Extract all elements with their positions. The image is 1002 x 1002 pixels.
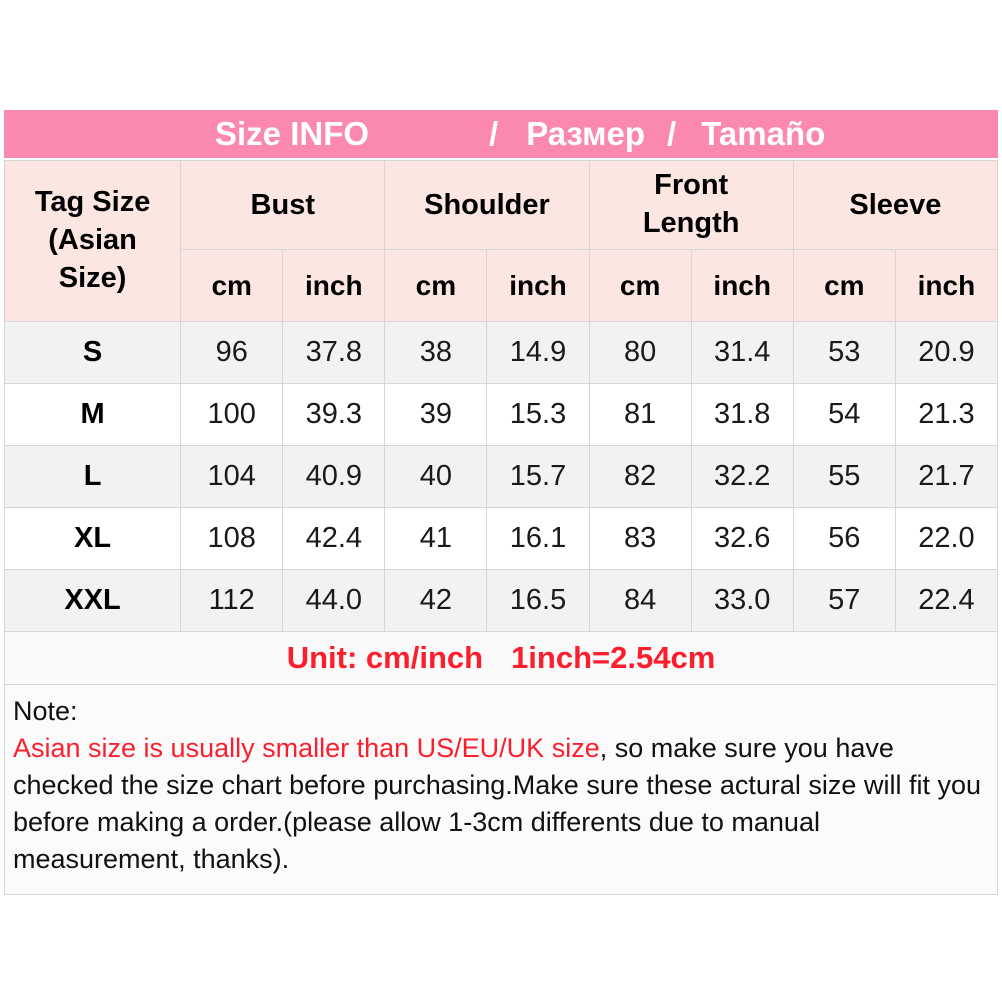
corner-header-text: Tag Size (Asian Size)	[34, 186, 151, 294]
cell-s-sleeve-inch: 20.9	[894, 321, 999, 384]
cell-xxl-length-inch: 33.0	[690, 569, 794, 632]
cell-xxl-sleeve-cm: 57	[792, 569, 896, 632]
cell-xxl-shoulder-cm: 42	[384, 569, 488, 632]
cell-m-bust-cm: 100	[180, 383, 284, 446]
cell-xl-sleeve-cm: 56	[792, 507, 896, 570]
cell-xl-shoulder-inch: 16.1	[486, 507, 590, 570]
unit-header-shoulder-inch: inch	[486, 249, 590, 322]
cell-xxl-length-cm: 84	[588, 569, 692, 632]
cell-m-length-inch: 31.8	[690, 383, 794, 446]
cell-s-shoulder-cm: 38	[384, 321, 488, 384]
cell-xxl-bust-inch: 44.0	[282, 569, 386, 632]
cell-s-bust-inch: 37.8	[282, 321, 386, 384]
size-row-s: S 96 37.8 38 14.9 80 31.4 53 20.9	[3, 321, 999, 384]
note-rest-text: , so make sure you have checked the size…	[13, 733, 981, 874]
size-chart-sheet: Size INFO / Размер / Tamaño Tag Size (As…	[3, 110, 999, 895]
group-header-bust: Bust	[180, 160, 386, 250]
title-bar: Size INFO / Размер / Tamaño	[4, 110, 998, 158]
cell-xl-bust-cm: 108	[180, 507, 284, 570]
cell-l-bust-cm: 104	[180, 445, 284, 508]
group-header-front-length-text: Front Length	[642, 169, 740, 239]
cell-s-shoulder-inch: 14.9	[486, 321, 590, 384]
cell-xxl-sleeve-inch: 22.4	[894, 569, 999, 632]
unit-header-bust-cm: cm	[180, 249, 284, 322]
group-header-shoulder: Shoulder	[384, 160, 590, 250]
unit-note-cell: Unit: cm/inch 1inch=2.54cm	[4, 631, 998, 685]
cell-l-length-cm: 82	[588, 445, 692, 508]
cell-m-shoulder-inch: 15.3	[486, 383, 590, 446]
cell-l-sleeve-cm: 55	[792, 445, 896, 508]
size-table: Tag Size (Asian Size) Bust Shoulder Fron…	[3, 160, 999, 685]
unit-header-length-cm: cm	[588, 249, 692, 322]
title-slash-1: /	[489, 115, 499, 152]
cell-xl-bust-inch: 42.4	[282, 507, 386, 570]
unit-header-shoulder-cm: cm	[384, 249, 488, 322]
cell-l-shoulder-cm: 40	[384, 445, 488, 508]
size-row-xxl: XXL 112 44.0 42 16.5 84 33.0 57 22.4	[3, 569, 999, 632]
cell-xxl-bust-cm: 112	[180, 569, 284, 632]
size-row-m: M 100 39.3 39 15.3 81 31.8 54 21.3	[3, 383, 999, 446]
note-red-text: Asian size is usually smaller than US/EU…	[13, 733, 600, 763]
cell-m-length-cm: 81	[588, 383, 692, 446]
cell-m-sleeve-inch: 21.3	[894, 383, 999, 446]
cell-xl-shoulder-cm: 41	[384, 507, 488, 570]
unit-note-row: Unit: cm/inch 1inch=2.54cm	[4, 631, 998, 685]
size-row-l: L 104 40.9 40 15.7 82 32.2 55 21.7	[3, 445, 999, 508]
cell-xl-length-inch: 32.6	[690, 507, 794, 570]
unit-note-text: Unit: cm/inch	[286, 640, 484, 675]
cell-xl-length-cm: 83	[588, 507, 692, 570]
unit-header-bust-inch: inch	[282, 249, 386, 322]
size-label-l: L	[3, 445, 182, 508]
cell-m-sleeve-cm: 54	[792, 383, 896, 446]
unit-header-length-inch: inch	[690, 249, 794, 322]
cell-s-bust-cm: 96	[180, 321, 284, 384]
cell-xxl-shoulder-inch: 16.5	[486, 569, 590, 632]
cell-s-length-inch: 31.4	[690, 321, 794, 384]
note-body: Asian size is usually smaller than US/EU…	[13, 730, 985, 878]
size-label-s: S	[3, 321, 182, 384]
note-section: Note: Asian size is usually smaller than…	[4, 685, 998, 895]
cell-l-shoulder-inch: 15.7	[486, 445, 590, 508]
title-tamano: Tamaño	[701, 115, 826, 152]
title-size-info: Size INFO	[215, 115, 370, 152]
title-razmer: Размер	[526, 115, 646, 152]
size-label-xxl: XXL	[3, 569, 182, 632]
group-header-front-length: Front Length	[588, 160, 794, 250]
cell-xl-sleeve-inch: 22.0	[894, 507, 999, 570]
size-label-m: M	[3, 383, 182, 446]
cell-s-length-cm: 80	[588, 321, 692, 384]
unit-header-sleeve-cm: cm	[792, 249, 896, 322]
corner-header-tag-size: Tag Size (Asian Size)	[3, 160, 182, 322]
note-label: Note:	[13, 696, 78, 726]
unit-conversion-text: 1inch=2.54cm	[511, 640, 716, 675]
cell-m-shoulder-cm: 39	[384, 383, 488, 446]
size-label-xl: XL	[3, 507, 182, 570]
cell-l-bust-inch: 40.9	[282, 445, 386, 508]
unit-header-sleeve-inch: inch	[894, 249, 999, 322]
size-row-xl: XL 108 42.4 41 16.1 83 32.6 56 22.0	[3, 507, 999, 570]
title-slash-2: /	[667, 115, 677, 152]
cell-l-sleeve-inch: 21.7	[894, 445, 999, 508]
cell-l-length-inch: 32.2	[690, 445, 794, 508]
group-header-sleeve: Sleeve	[792, 160, 999, 250]
cell-s-sleeve-cm: 53	[792, 321, 896, 384]
cell-m-bust-inch: 39.3	[282, 383, 386, 446]
